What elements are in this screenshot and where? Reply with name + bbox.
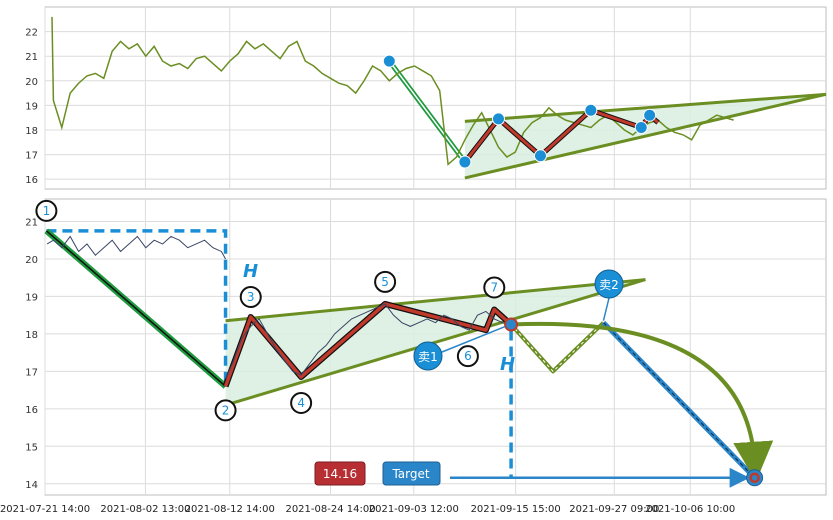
top-y-tick: 19 bbox=[25, 101, 38, 112]
sell2-text: 卖2 bbox=[599, 278, 619, 292]
target-label-badge: Target bbox=[382, 461, 441, 486]
top-y-tick: 22 bbox=[25, 28, 38, 39]
x-tick-label: 2021-09-27 09:00 bbox=[569, 504, 659, 515]
point-circle-3 bbox=[239, 286, 262, 309]
bottom-y-tick: 16 bbox=[25, 405, 38, 416]
top-lower-trendline bbox=[464, 92, 827, 180]
top-upper-trendline bbox=[464, 92, 827, 123]
bottom-y-tick: 17 bbox=[25, 367, 38, 378]
bottom-drop-leg-core bbox=[45, 230, 227, 387]
bottom-pattern-overlay bbox=[44, 228, 774, 488]
top-y-tick: 18 bbox=[25, 126, 38, 137]
top-pattern-marker bbox=[458, 155, 472, 169]
target-label-text: Target bbox=[391, 467, 429, 481]
bottom-upper-trendline bbox=[225, 278, 646, 323]
target-value-badge: 14.16 bbox=[314, 461, 366, 486]
top-y-tick: 17 bbox=[25, 151, 38, 162]
projection-arc bbox=[510, 321, 774, 482]
top-price-series bbox=[51, 16, 734, 166]
breakout-marker bbox=[504, 317, 519, 332]
point-label-3: 3 bbox=[247, 290, 255, 304]
bottom-annotations: 1 2 3 4 5 6 7 bbox=[35, 199, 764, 487]
x-tick-label: 2021-10-06 10:00 bbox=[645, 504, 735, 515]
bottom-y-tick: 14 bbox=[25, 480, 38, 491]
x-tick-label: 2021-08-12 14:00 bbox=[185, 504, 275, 515]
top-pattern-marker bbox=[491, 112, 505, 126]
top-y-tick: 20 bbox=[25, 77, 38, 88]
bottom-y-tick: 21 bbox=[25, 217, 38, 228]
target-value-text: 14.16 bbox=[323, 467, 357, 481]
bottom-y-tick: 19 bbox=[25, 292, 38, 303]
sell1-connector bbox=[441, 325, 506, 353]
sell2-connector bbox=[602, 297, 610, 321]
top-pattern-marker bbox=[634, 121, 648, 135]
bottom-price-line bbox=[225, 303, 512, 380]
height-label-right: H bbox=[500, 354, 515, 375]
bottom-y-tick: 15 bbox=[25, 442, 38, 453]
target-label-box bbox=[382, 461, 441, 486]
top-pattern-markers bbox=[382, 54, 660, 169]
point-circle-2 bbox=[214, 399, 237, 422]
point-label-5: 5 bbox=[381, 275, 389, 289]
sell1-circle bbox=[413, 341, 443, 371]
point-circle-6 bbox=[456, 345, 479, 368]
top-pattern-marker bbox=[533, 149, 547, 163]
top-drop-leg-core bbox=[388, 60, 466, 163]
sell2-circle bbox=[594, 269, 624, 299]
x-tick-label: 2021-08-24 14:00 bbox=[285, 504, 375, 515]
height-marker-left bbox=[46, 229, 228, 387]
bottom-y-tick-labels: 14 15 16 17 18 19 20 21 bbox=[25, 217, 38, 490]
bottom-y-tick: 18 bbox=[25, 330, 38, 341]
bottom-price-series bbox=[46, 235, 512, 380]
x-tick-label: 2021-07-21 14:00 bbox=[0, 504, 90, 515]
top-pattern-marker bbox=[643, 108, 657, 122]
point-label-7: 7 bbox=[490, 281, 498, 295]
bottom-lower-trendline bbox=[225, 278, 646, 407]
sell1-callout: 卖1 bbox=[413, 341, 443, 371]
bottom-price-line bbox=[46, 235, 226, 260]
target-value-box bbox=[314, 461, 366, 486]
point-label-6: 6 bbox=[464, 349, 472, 363]
top-panel-frame bbox=[44, 6, 827, 190]
top-price-line bbox=[51, 16, 734, 166]
x-tick-label: 2021-08-02 13:00 bbox=[100, 504, 190, 515]
point-circle-7 bbox=[483, 276, 506, 299]
point-circle-5 bbox=[374, 270, 397, 293]
top-pattern-marker bbox=[584, 103, 598, 117]
point-label-2: 2 bbox=[222, 403, 230, 417]
height-label-left: H bbox=[243, 261, 258, 282]
x-tick-label: 2021-09-15 15:00 bbox=[471, 504, 561, 515]
target-marker-ring bbox=[749, 472, 760, 484]
x-tick-label: 2021-09-03 12:00 bbox=[369, 504, 459, 515]
bottom-grid bbox=[44, 199, 826, 495]
target-marker bbox=[746, 469, 764, 487]
top-y-tick: 21 bbox=[25, 52, 38, 63]
top-y-tick-labels: 16 17 18 19 20 21 22 bbox=[25, 28, 38, 187]
top-y-tick: 16 bbox=[25, 175, 38, 186]
point-circle-1 bbox=[35, 199, 58, 222]
sell-line-dash bbox=[603, 322, 755, 479]
top-marker-start bbox=[382, 54, 396, 68]
projection-zigzag-dash bbox=[510, 322, 604, 373]
bottom-y-tick: 20 bbox=[25, 255, 38, 266]
point-label-1: 1 bbox=[43, 204, 51, 218]
sell1-text: 卖1 bbox=[418, 350, 438, 364]
point-circle-4 bbox=[290, 391, 313, 414]
top-grid bbox=[44, 7, 826, 189]
sell2-callout: 卖2 bbox=[594, 269, 624, 299]
top-pattern-overlay bbox=[387, 59, 827, 180]
x-tick-labels: 2021-07-21 14:00 2021-08-02 13:002021-08-… bbox=[0, 504, 735, 515]
point-label-4: 4 bbox=[297, 396, 305, 410]
